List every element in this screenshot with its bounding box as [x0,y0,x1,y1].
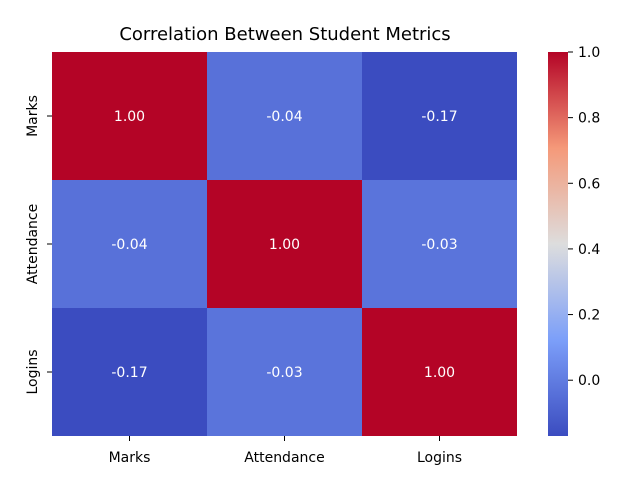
colorbar-gradient [548,52,568,436]
cell-value-label: -0.17 [111,365,147,381]
heatmap-cell [362,52,517,180]
heatmap-cell [207,52,362,180]
colorbar-tick-label: 0.4 [578,242,600,258]
cell-value-label: 1.00 [424,365,455,381]
heatmap-cell [52,180,207,308]
cell-value-label: -0.03 [266,365,302,381]
x-axis: Marks Attendance Logins [109,436,462,466]
cell-value-label: -0.04 [111,237,147,253]
cell-value-label: 1.00 [269,237,300,253]
cell-value-label: 1.00 [114,109,145,125]
heatmap-cell [362,308,517,436]
y-tick-label: Marks [25,95,41,137]
cell-value-label: -0.17 [421,109,457,125]
colorbar: 1.0 0.8 0.6 0.4 0.2 0.0 [548,45,600,436]
heatmap-cell [362,180,517,308]
y-tick-label: Logins [25,349,41,394]
cell-value-label: -0.03 [421,237,457,253]
heatmap-cells: 1.00 -0.04 -0.17 -0.04 1.00 -0.03 -0.17 -0.03 1.… [52,52,517,436]
colorbar-tick-label: 0.6 [578,176,600,192]
heatmap-cell [207,180,362,308]
x-tick-label: Marks [109,450,151,466]
y-axis: Marks Attendance Logins [25,95,52,395]
colorbar-tick-label: 0.2 [578,308,600,324]
heatmap-cell [52,52,207,180]
y-tick-label: Attendance [25,204,41,284]
x-tick-label: Attendance [244,450,324,466]
heatmap-cell [207,308,362,436]
colorbar-tick-label: 1.0 [578,45,600,61]
colorbar-tick-label: 0.0 [578,373,600,389]
chart-title: Correlation Between Student Metrics [119,24,450,45]
x-tick-label: Logins [417,450,462,466]
cell-value-label: -0.04 [266,109,302,125]
heatmap-cell [52,308,207,436]
colorbar-tick-label: 0.8 [578,111,600,127]
